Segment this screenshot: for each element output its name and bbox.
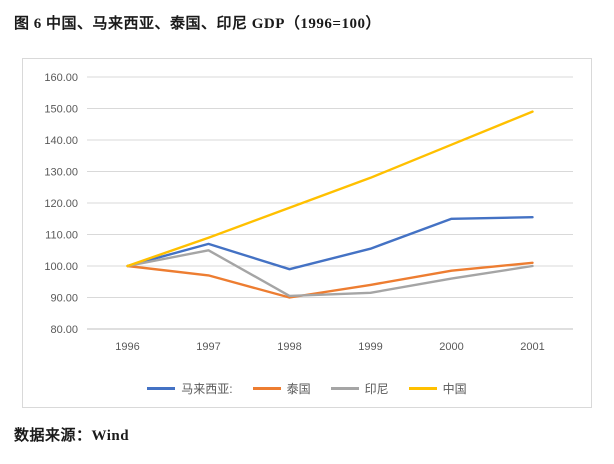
svg-text:1999: 1999 [358, 341, 382, 353]
legend-swatch-indonesia [330, 387, 359, 390]
svg-text:110.00: 110.00 [45, 230, 78, 242]
svg-text:90.00: 90.00 [50, 293, 78, 305]
svg-text:130.00: 130.00 [44, 167, 78, 179]
svg-text:160.00: 160.00 [44, 72, 78, 84]
svg-text:1997: 1997 [196, 341, 220, 353]
legend-label-thailand: 泰国 [286, 382, 311, 396]
svg-text:1996: 1996 [115, 341, 139, 353]
chart-title: 图 6 中国、马来西亚、泰国、印尼 GDP（1996=100） [14, 16, 381, 32]
legend-item-china: 中国 [408, 380, 467, 397]
legend-item-thailand: 泰国 [252, 380, 311, 397]
legend-item-indonesia: 印尼 [330, 380, 389, 397]
svg-text:80.00: 80.00 [50, 324, 78, 336]
chart-legend: 马来西亚: 泰国 印尼 中国 [23, 380, 591, 397]
legend-label-indonesia: 印尼 [364, 382, 389, 396]
svg-text:150.00: 150.00 [44, 104, 78, 116]
chart-container: 80.00 90.00 100.00 110.00 120.00 130.00 140.00… [22, 58, 592, 408]
source-note: 数据来源：Wind [14, 428, 130, 444]
svg-text:2001: 2001 [520, 341, 544, 353]
svg-text:140.00: 140.00 [44, 135, 78, 147]
svg-text:100.00: 100.00 [44, 261, 78, 273]
svg-text:1998: 1998 [277, 341, 301, 353]
svg-text:120.00: 120.00 [44, 198, 78, 210]
svg-text:2000: 2000 [439, 341, 463, 353]
legend-label-china: 中国 [442, 382, 467, 396]
gdp-line-chart: 80.00 90.00 100.00 110.00 120.00 130.00 140.00… [44, 72, 573, 353]
legend-swatch-malaysia [147, 387, 176, 390]
legend-swatch-china [408, 387, 437, 390]
legend-label-malaysia: 马来西亚: [181, 382, 233, 396]
legend-swatch-thailand [252, 387, 281, 390]
legend-item-malaysia: 马来西亚: [147, 380, 233, 397]
